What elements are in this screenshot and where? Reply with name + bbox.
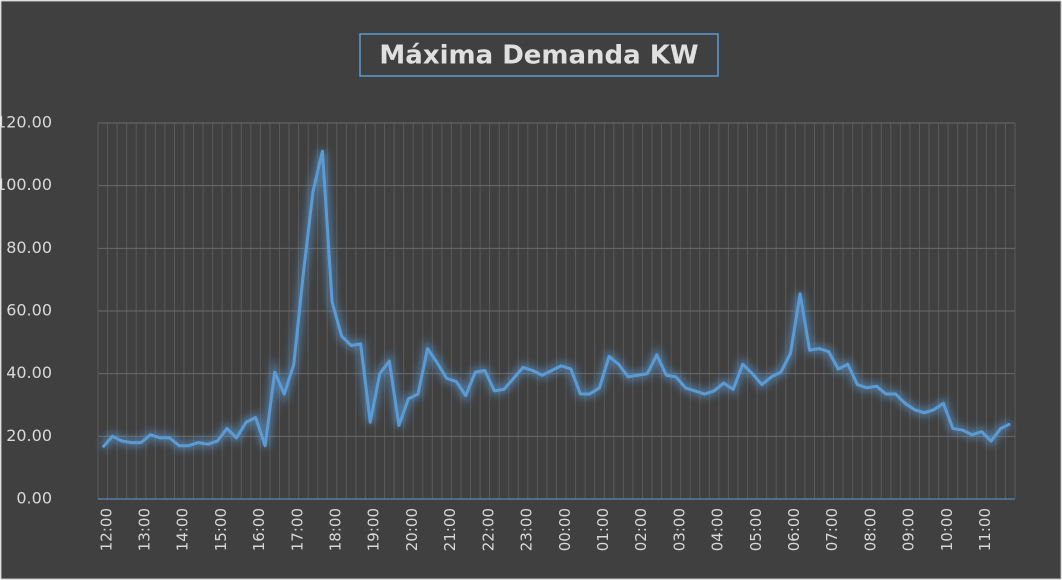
x-tick-label: 15:00 bbox=[212, 508, 230, 551]
x-tick-label: 09:00 bbox=[900, 508, 918, 551]
x-tick-label: 19:00 bbox=[365, 508, 383, 551]
y-tick-label: 100.00 bbox=[0, 175, 52, 194]
y-tick-label: 20.00 bbox=[6, 426, 52, 445]
x-tick-label: 08:00 bbox=[861, 508, 879, 551]
x-tick-label: 00:00 bbox=[556, 508, 574, 551]
x-tick-label: 18:00 bbox=[327, 508, 345, 551]
x-tick-label: 05:00 bbox=[747, 508, 765, 551]
x-tick-label: 11:00 bbox=[976, 508, 994, 551]
x-tick-label: 13:00 bbox=[135, 508, 153, 551]
x-tick-label: 01:00 bbox=[594, 508, 612, 551]
y-tick-label: 40.00 bbox=[6, 363, 52, 382]
x-tick-label: 04:00 bbox=[709, 508, 727, 551]
line bbox=[101, 149, 1011, 449]
x-tick-label: 20:00 bbox=[403, 508, 421, 551]
x-tick-label: 07:00 bbox=[823, 508, 841, 551]
x-tick-label: 03:00 bbox=[670, 508, 688, 551]
x-tick-label: 23:00 bbox=[518, 508, 536, 551]
title-box bbox=[359, 33, 719, 77]
x-tick-label: 06:00 bbox=[785, 508, 803, 551]
y-tick-label: 60.00 bbox=[6, 301, 52, 320]
x-tick-label: 10:00 bbox=[938, 508, 956, 551]
x-tick-label: 17:00 bbox=[288, 508, 306, 551]
chart-title: Máxima Demanda KW bbox=[379, 41, 698, 71]
x-tick-label: 22:00 bbox=[479, 508, 497, 551]
x-tick-label: 16:00 bbox=[250, 508, 268, 551]
x-tick-label: 12:00 bbox=[97, 508, 115, 551]
y-tick-label: 120.00 bbox=[0, 113, 52, 132]
x-tick-label: 02:00 bbox=[632, 508, 650, 551]
x-tick-label: 14:00 bbox=[174, 508, 192, 551]
x-tick-label: 21:00 bbox=[441, 508, 459, 551]
y-tick-label: 0.00 bbox=[16, 489, 52, 508]
y-tick-label: 80.00 bbox=[6, 238, 52, 257]
